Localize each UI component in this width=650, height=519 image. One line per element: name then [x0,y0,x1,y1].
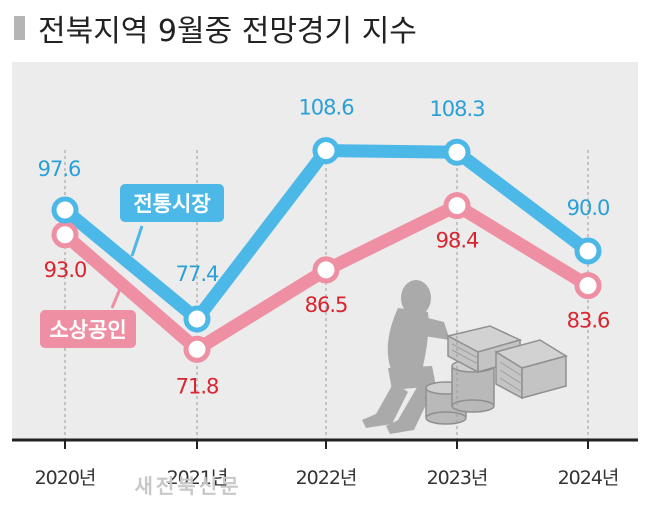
x-tick-label-3: 2023년 [427,467,488,489]
watermark-text: 새전북신문 [135,474,242,498]
data-label-1-3: 98.4 [436,229,479,253]
data-point-0-4 [574,237,602,265]
data-label-0-1: 77.4 [176,262,219,286]
x-tick-label-2: 2022년 [296,467,357,489]
data-point-0-0 [51,196,79,224]
title-bullet [14,16,25,40]
data-point-0-3 [443,138,471,166]
legend-small-business: 소상공인 [40,283,136,348]
series-points [51,137,602,363]
x-tick-label-0: 2020년 [35,467,96,489]
data-point-1-4 [574,272,602,300]
data-label-1-4: 83.6 [567,309,610,333]
data-point-1-1 [183,335,211,363]
value-labels: 93.0 71.8 86.5 98.4 83.6 97.6 77.4 108.6 108.3 90… [38,96,611,399]
chart-title: 전북지역 9월중 전망경기 지수 [38,14,417,49]
data-label-0-3: 108.3 [429,97,484,121]
data-label-0-0: 97.6 [38,157,81,181]
x-axis-ticks [64,440,589,449]
legend-traditional-market: 전통시장 [120,184,224,257]
legend-label-small-business: 소상공인 [49,318,126,342]
legend-label-traditional-market: 전통시장 [133,192,210,216]
data-point-0-1 [183,305,211,333]
data-label-0-2: 108.6 [298,96,354,120]
worried-person-with-coins-illustration [362,280,568,434]
data-point-1-0 [51,221,79,249]
data-point-0-2 [312,137,340,165]
data-label-1-0: 93.0 [44,258,87,282]
x-tick-label-1: 2021년 [167,467,228,489]
x-axis-labels: 2020년 2021년 2022년 2023년 2024년 [35,467,620,489]
data-label-1-1: 71.8 [176,374,219,398]
data-point-1-3 [443,192,471,220]
data-label-0-4: 90.0 [567,196,610,220]
data-label-1-2: 86.5 [305,293,348,317]
x-tick-label-4: 2024년 [558,467,619,489]
data-point-1-2 [312,256,340,284]
